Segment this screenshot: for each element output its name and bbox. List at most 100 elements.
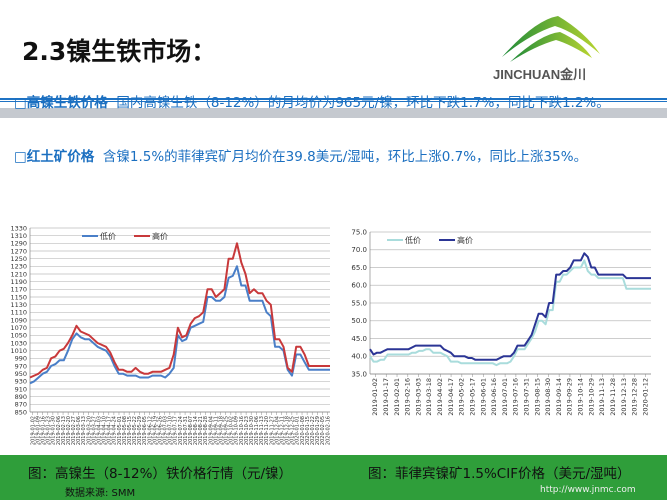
x-tick-label: 2019-11-06 xyxy=(254,416,260,445)
x-tick-label: 2019-08-21 xyxy=(198,416,204,445)
x-tick-label: 2019-07-10 xyxy=(168,416,174,445)
y-tick-label: 1310 xyxy=(10,232,27,240)
x-tick-label: 2019-08-28 xyxy=(203,416,209,445)
y-tick-label: 1230 xyxy=(10,263,27,271)
x-tick-label: 2020-01-29 xyxy=(315,416,321,445)
x-tick-label: 2019-04-10 xyxy=(102,416,108,445)
x-tick-label: 2019-12-11 xyxy=(279,416,285,445)
y-tick-label: 45.0 xyxy=(351,335,367,343)
x-tick-label: 2019-07-16 xyxy=(512,378,520,416)
y-tick-label: 1170 xyxy=(10,286,27,294)
x-tick-label: 2019-02-13 xyxy=(61,416,67,445)
x-tick-label: 2019-04-17 xyxy=(107,416,113,445)
x-tick-label: 2019-05-08 xyxy=(122,416,128,445)
x-tick-label: 2020-01-15 xyxy=(305,416,311,445)
chart-nickel-pig-iron: 8508708909109309509709901010103010501070… xyxy=(10,224,331,445)
x-tick-label: 2019-08-30 xyxy=(544,378,552,416)
x-tick-label: 2019-02-27 xyxy=(71,416,77,445)
paragraph-nickel-pig-iron: □高镍生铁价格 国内高镍生铁（8-12%）的月均价为965元/镍，环比下跌1.7… xyxy=(14,90,654,116)
y-tick-label: 50.0 xyxy=(351,317,367,325)
x-tick-label: 2019-05-01 xyxy=(117,416,123,445)
y-tick-label: 870 xyxy=(15,401,27,409)
x-tick-label: 2019-03-03 xyxy=(414,378,422,416)
legend-label: 高价 xyxy=(457,235,473,245)
x-tick-label: 2019-11-20 xyxy=(264,416,270,445)
x-tick-label: 2019-06-05 xyxy=(142,416,148,445)
y-tick-label: 850 xyxy=(15,408,27,416)
series-line-低价 xyxy=(369,259,651,367)
x-tick-label: 2020-01-08 xyxy=(300,416,306,445)
x-tick-label: 2019-01-23 xyxy=(46,416,52,445)
x-tick-label: 2019-10-23 xyxy=(244,416,250,445)
x-tick-label: 2020-02-16 xyxy=(325,416,331,445)
x-tick-label: 2019-03-20 xyxy=(86,416,92,445)
x-tick-label: 2019-03-13 xyxy=(81,416,87,445)
x-tick-label: 2019-09-14 xyxy=(555,378,563,416)
y-tick-label: 1070 xyxy=(10,324,27,332)
x-tick-label: 2019-09-11 xyxy=(213,416,219,445)
footer-bar xyxy=(0,455,667,500)
y-tick-label: 1270 xyxy=(10,247,27,255)
divider xyxy=(0,101,667,102)
x-tick-label: 2019-11-13 xyxy=(259,416,265,445)
y-tick-label: 1090 xyxy=(10,316,27,324)
x-tick-label: 2019-06-01 xyxy=(479,378,487,416)
y-tick-label: 970 xyxy=(15,362,27,370)
y-tick-label: 1210 xyxy=(10,270,27,278)
x-tick-label: 2019-06-12 xyxy=(147,416,153,445)
x-tick-label: 2019-12-28 xyxy=(631,378,639,416)
x-tick-label: 2019-05-15 xyxy=(127,416,133,445)
y-tick-label: 1290 xyxy=(10,240,27,248)
x-tick-label: 2019-01-09 xyxy=(35,416,41,445)
page-title: 2.3镍生铁市场： xyxy=(22,37,217,66)
x-tick-label: 2019-04-02 xyxy=(436,378,444,416)
x-tick-label: 2019-05-02 xyxy=(458,378,466,416)
x-tick-label: 2019-10-09 xyxy=(234,416,240,445)
y-tick-label: 1130 xyxy=(10,301,27,309)
series-line-高价 xyxy=(29,242,330,379)
y-tick-label: 65.0 xyxy=(351,264,367,272)
x-tick-label: 2020-01-22 xyxy=(310,416,316,445)
paragraph-text: 国内高镍生铁（8-12%）的月均价为965元/镍，环比下跌1.7%，同比下跌1.… xyxy=(116,95,610,111)
series-line-高价 xyxy=(369,252,651,361)
caption-right: 图：菲律宾镍矿1.5%CIF价格（美元/湿吨） xyxy=(368,466,631,482)
divider-band xyxy=(0,108,667,118)
jinchuan-logo xyxy=(502,16,600,62)
y-tick-label: 930 xyxy=(15,378,27,386)
paragraph-label: □红土矿价格 xyxy=(14,149,95,165)
x-tick-label: 2019-06-16 xyxy=(490,378,498,416)
x-tick-label: 2019-12-13 xyxy=(620,378,628,416)
x-tick-label: 2019-07-03 xyxy=(163,416,169,445)
x-tick-label: 2019-02-20 xyxy=(66,416,72,445)
x-tick-label: 2020-01-01 xyxy=(295,416,301,445)
divider xyxy=(0,98,667,100)
y-tick-label: 1010 xyxy=(10,347,27,355)
y-tick-label: 1330 xyxy=(10,224,27,232)
x-tick-label: 2019-11-13 xyxy=(598,378,606,416)
x-tick-label: 2019-11-27 xyxy=(269,416,275,445)
y-tick-label: 1050 xyxy=(10,332,27,340)
caption-left: 图：高镍生（8-12%）铁价格行情（元/镍） xyxy=(28,466,293,482)
x-tick-label: 2019-01-16 xyxy=(41,416,47,445)
logo-text: JINCHUAN金川 xyxy=(493,67,587,82)
paragraph-text: 含镍1.5%的菲律宾矿月均价在39.8美元/湿吨，环比上涨0.7%，同比上涨35… xyxy=(102,149,588,165)
y-tick-label: 70.0 xyxy=(351,246,367,254)
y-tick-label: 1250 xyxy=(10,255,27,263)
x-tick-label: 2019-04-03 xyxy=(96,416,102,445)
x-tick-label: 2019-10-02 xyxy=(229,416,235,445)
x-tick-label: 2019-05-29 xyxy=(137,416,143,445)
y-tick-label: 890 xyxy=(15,393,27,401)
legend-label: 低价 xyxy=(405,235,421,245)
x-tick-label: 2019-02-01 xyxy=(393,378,401,416)
x-tick-label: 2019-01-30 xyxy=(51,416,57,445)
x-tick-label: 2019-09-29 xyxy=(566,378,574,416)
x-tick-label: 2019-03-06 xyxy=(76,416,82,445)
x-tick-label: 2019-08-14 xyxy=(193,416,199,445)
x-tick-label: 2019-02-16 xyxy=(404,378,412,416)
x-tick-label: 2019-10-16 xyxy=(239,416,245,445)
y-tick-label: 60.0 xyxy=(351,282,367,290)
data-source: 数据来源: SMM xyxy=(65,488,136,499)
x-tick-label: 2019-11-28 xyxy=(609,378,617,416)
x-tick-label: 2019-08-15 xyxy=(533,378,541,416)
y-tick-label: 1150 xyxy=(10,293,27,301)
